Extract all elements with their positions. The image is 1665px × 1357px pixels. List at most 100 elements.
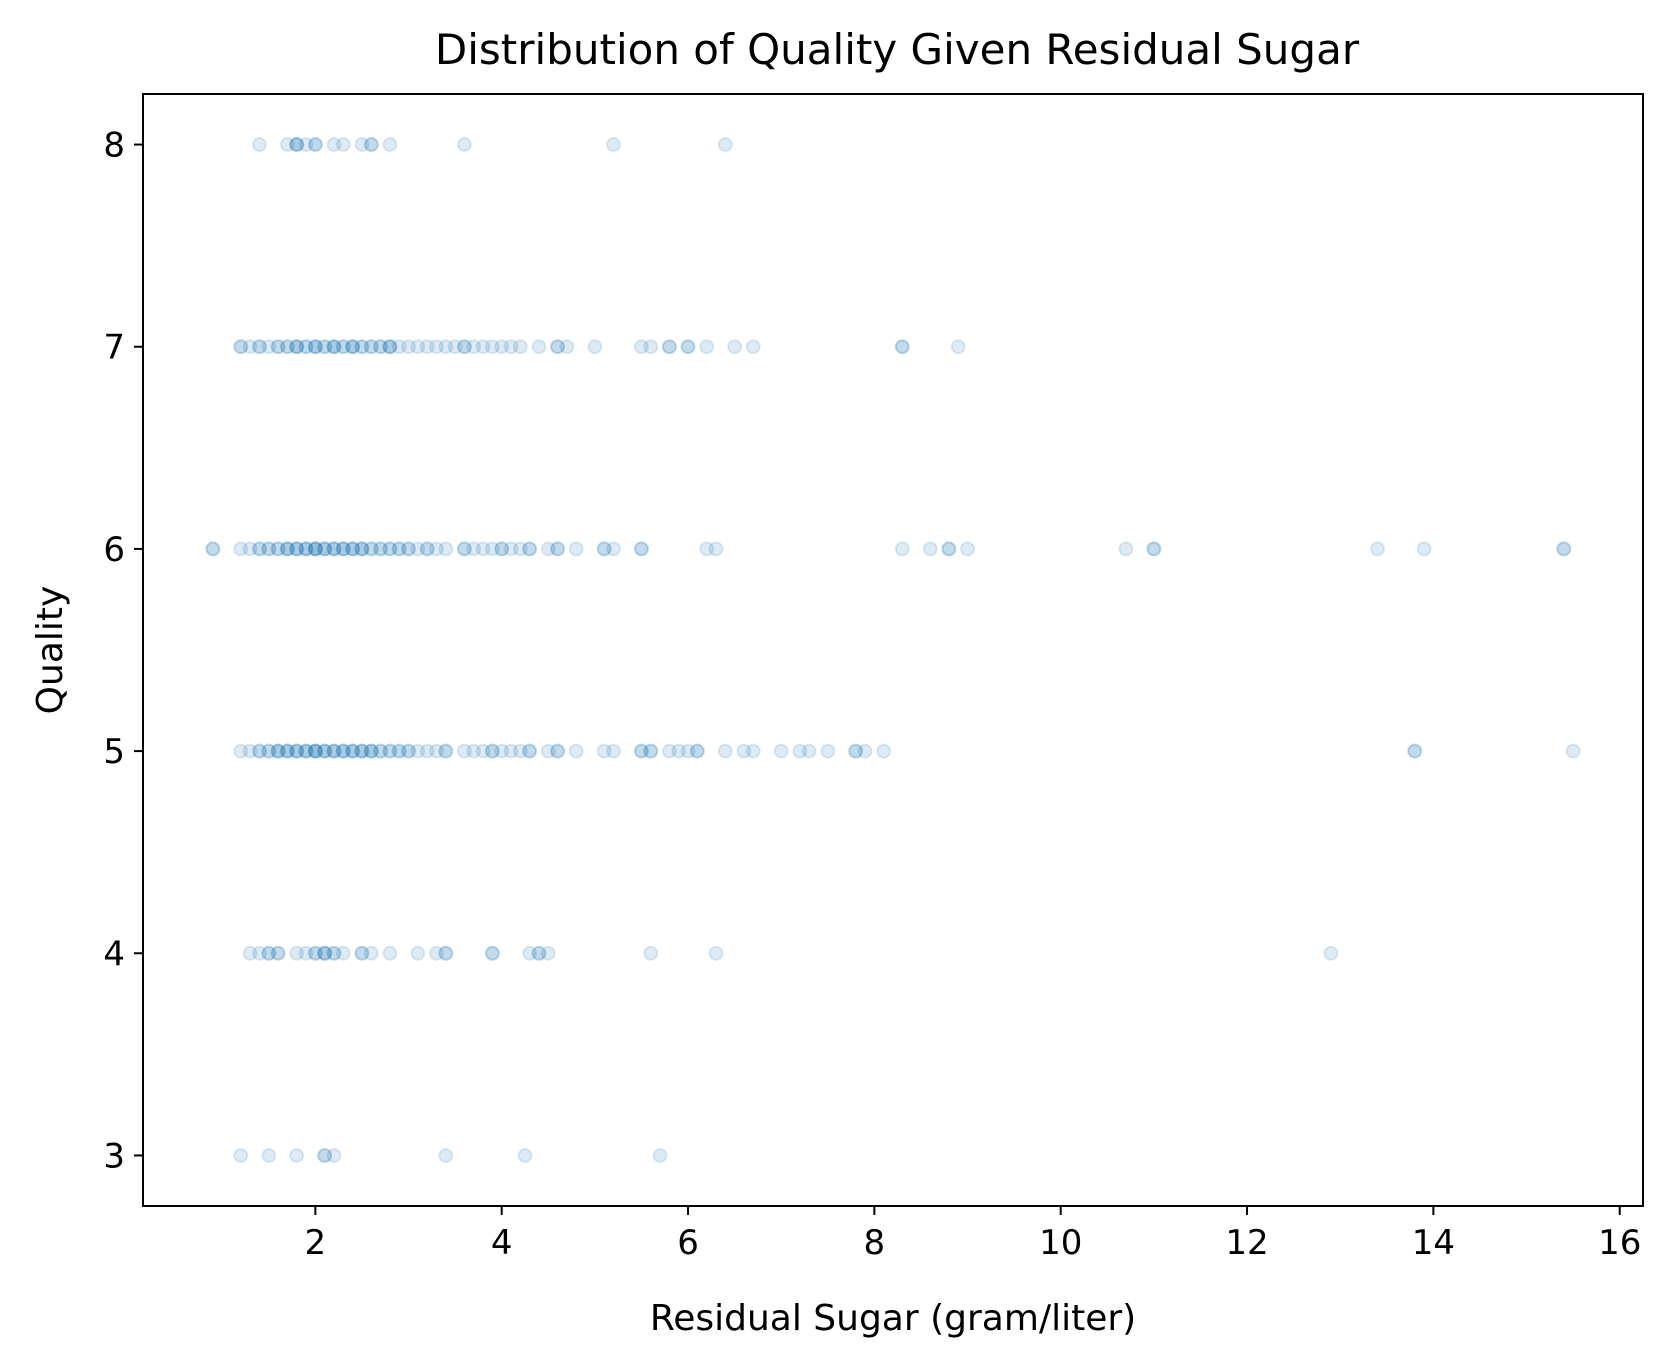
data-point — [391, 339, 407, 355]
data-point — [745, 339, 761, 355]
data-point — [820, 743, 836, 759]
data-point — [335, 541, 351, 557]
data-point — [335, 743, 351, 759]
data-point — [233, 339, 249, 355]
data-point — [596, 541, 612, 557]
data-point — [307, 541, 323, 557]
data-point — [233, 541, 249, 557]
data-point — [307, 339, 323, 355]
data-point — [335, 541, 351, 557]
data-point — [289, 743, 305, 759]
data-point — [307, 743, 323, 759]
data-point — [410, 339, 426, 355]
data-point — [456, 743, 472, 759]
data-point — [689, 743, 705, 759]
data-point — [289, 137, 305, 152]
data-point — [345, 743, 361, 759]
data-point — [503, 541, 519, 557]
data-point — [484, 339, 500, 355]
data-point — [252, 541, 267, 557]
data-point — [317, 743, 333, 759]
data-point — [661, 339, 677, 355]
data-point — [279, 339, 295, 355]
data-point — [1565, 743, 1581, 759]
data-point — [289, 743, 305, 759]
data-point — [456, 541, 472, 557]
points-layer — [205, 137, 1581, 1163]
data-point — [456, 137, 472, 152]
data-point — [550, 743, 566, 759]
data-point — [661, 743, 677, 759]
data-point — [447, 339, 463, 355]
data-point — [606, 541, 621, 557]
data-point — [363, 541, 379, 557]
data-point — [354, 339, 370, 355]
data-point — [596, 541, 612, 557]
data-point — [363, 339, 379, 355]
data-point — [279, 743, 295, 759]
data-point — [242, 339, 258, 355]
data-point — [512, 743, 528, 759]
data-point — [335, 743, 351, 759]
data-point — [289, 137, 305, 152]
y-tick-label: 3 — [103, 1136, 125, 1176]
y-axis-label: Quality — [30, 586, 71, 715]
data-point — [363, 339, 379, 355]
data-point — [792, 743, 808, 759]
data-point — [373, 339, 389, 355]
data-point — [252, 743, 267, 759]
data-point — [382, 339, 398, 355]
data-point — [298, 541, 314, 557]
data-point — [876, 743, 892, 759]
data-point — [326, 1148, 342, 1163]
data-point — [279, 743, 295, 759]
data-point — [503, 339, 519, 355]
data-point — [438, 339, 454, 355]
data-point — [643, 743, 659, 759]
data-point — [298, 541, 314, 557]
data-point — [410, 541, 426, 557]
data-point — [354, 743, 370, 759]
data-point — [429, 541, 444, 557]
data-point — [894, 541, 910, 557]
data-point — [373, 339, 389, 355]
data-point — [298, 541, 314, 557]
data-point — [699, 541, 715, 557]
data-point — [270, 743, 286, 759]
data-point — [419, 541, 435, 557]
data-point — [438, 541, 454, 557]
data-point — [345, 339, 361, 355]
data-point — [270, 945, 286, 961]
data-point — [354, 137, 370, 152]
data-point — [857, 743, 873, 759]
data-point — [522, 743, 538, 759]
data-point — [289, 541, 305, 557]
data-point — [363, 945, 379, 961]
data-point — [335, 339, 351, 355]
data-point — [335, 945, 351, 961]
data-point — [307, 541, 323, 557]
data-point — [307, 339, 323, 355]
data-point — [307, 945, 323, 961]
data-point — [326, 541, 342, 557]
data-point — [522, 743, 538, 759]
data-point — [484, 743, 500, 759]
x-tick-label: 10 — [1039, 1223, 1082, 1263]
data-point — [307, 743, 323, 759]
data-point — [307, 945, 323, 961]
data-point — [307, 137, 323, 152]
data-point — [354, 541, 370, 557]
data-point — [326, 339, 342, 355]
data-point — [1118, 541, 1134, 557]
y-axis: 3 4 5 6 7 8 — [103, 126, 143, 1176]
data-point — [680, 743, 696, 759]
data-point — [680, 339, 696, 355]
data-point — [550, 339, 566, 355]
data-point — [466, 743, 482, 759]
data-point — [354, 945, 370, 961]
data-point — [382, 137, 398, 152]
data-point — [680, 339, 696, 355]
data-point — [279, 541, 295, 557]
data-point — [848, 743, 864, 759]
data-point — [317, 945, 333, 961]
